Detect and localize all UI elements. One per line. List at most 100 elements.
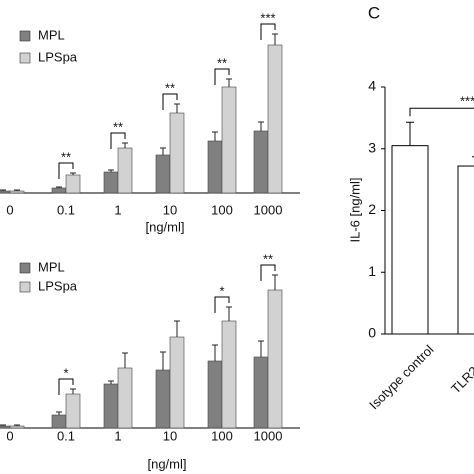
- error-bar: [0, 189, 6, 191]
- error-bar: [258, 121, 264, 131]
- y-tick-label: 3: [368, 139, 376, 155]
- error-bar: [272, 274, 278, 290]
- significance-label: **: [113, 119, 123, 134]
- bar: [9, 425, 25, 429]
- bar: [457, 165, 474, 335]
- bar: [103, 171, 119, 194]
- significance-label: *: [63, 365, 68, 380]
- error-bar: [406, 121, 414, 146]
- significance-bracket: [58, 162, 74, 179]
- x-tick-label: TLR2 mAb: [448, 342, 474, 397]
- error-bar: [212, 131, 218, 141]
- x-tick-label: 1: [114, 428, 121, 443]
- bar: [267, 289, 283, 429]
- significance-label: **: [217, 55, 227, 70]
- y-tick-label: 0: [368, 325, 376, 341]
- error-bar: [14, 189, 20, 191]
- y-tick-label: 2: [368, 201, 376, 217]
- bar: [221, 86, 237, 194]
- x-tick-label: 10: [163, 428, 177, 443]
- significance-bracket: [110, 132, 126, 149]
- x-tick-label: 0: [6, 428, 13, 443]
- y-axis-title: IL-6 [ng/ml]: [347, 177, 362, 242]
- significance-bracket: [409, 107, 474, 117]
- significance-label: **: [165, 80, 175, 95]
- error-bar: [226, 78, 232, 87]
- error-bar: [70, 172, 76, 175]
- x-axis-title: [ng/ml]: [147, 456, 186, 471]
- error-bar: [14, 424, 20, 426]
- legend-swatch: [19, 30, 31, 42]
- bar: [103, 383, 119, 429]
- error-bar: [226, 306, 232, 321]
- x-tick-label: 1000: [254, 202, 283, 217]
- bar: [155, 369, 171, 429]
- error-bar: [174, 320, 180, 337]
- panel-label: C: [368, 3, 380, 22]
- bar: [391, 145, 429, 335]
- significance-bracket: [260, 23, 276, 40]
- x-tick-label: 0.1: [57, 202, 75, 217]
- x-tick-label: 100: [211, 428, 233, 443]
- x-tick-label: Isotype control: [366, 342, 436, 412]
- legend-swatch: [19, 262, 31, 274]
- legend-label: LPSpa: [38, 278, 78, 293]
- x-tick-label: 100: [211, 202, 233, 217]
- error-bar: [122, 352, 128, 368]
- error-bar: [258, 340, 264, 357]
- error-bar: [160, 147, 166, 155]
- bar: [0, 425, 11, 429]
- bar: [155, 154, 171, 194]
- y-tick-label: 1: [368, 263, 376, 279]
- significance-bracket: [214, 296, 230, 313]
- error-bar: [56, 186, 62, 188]
- error-bar: [108, 169, 114, 172]
- significance-label: ***: [260, 10, 275, 25]
- significance-label: *: [219, 283, 224, 298]
- bar: [221, 320, 237, 429]
- significance-bracket: [162, 93, 178, 110]
- x-tick-label: 10: [163, 202, 177, 217]
- bar: [65, 174, 81, 194]
- x-axis-title: [ng/ml]: [145, 219, 184, 234]
- bar: [0, 190, 11, 194]
- significance-label: **: [61, 149, 71, 164]
- legend-label: LPSpa: [38, 49, 78, 64]
- bar: [253, 356, 269, 429]
- x-tick-label: 0.1: [57, 428, 75, 443]
- significance-bracket: [260, 264, 276, 281]
- bar: [51, 187, 67, 194]
- bar: [207, 360, 223, 429]
- error-bar: [122, 142, 128, 148]
- y-tick-label: 4: [368, 78, 376, 94]
- legend-swatch: [19, 52, 31, 64]
- error-bar: [56, 411, 62, 415]
- significance-label: ***: [460, 94, 474, 109]
- error-bar: [160, 351, 166, 370]
- bar: [117, 367, 133, 429]
- error-bar: [174, 103, 180, 113]
- legend-label: MPL: [38, 27, 65, 42]
- bar: [65, 393, 81, 429]
- bar: [9, 190, 25, 194]
- significance-bracket: [214, 68, 230, 85]
- bar: [117, 147, 133, 194]
- error-bar: [70, 388, 76, 394]
- error-bar: [272, 33, 278, 45]
- error-bar: [472, 156, 474, 158]
- bar: [253, 130, 269, 194]
- legend-swatch: [19, 281, 31, 293]
- error-bar: [212, 344, 218, 361]
- bar: [51, 414, 67, 429]
- significance-bracket: [58, 378, 74, 395]
- bar: [267, 44, 283, 194]
- legend-label: MPL: [38, 259, 65, 274]
- significance-label: **: [263, 251, 273, 266]
- bar: [169, 336, 185, 429]
- x-tick-label: 1000: [254, 428, 283, 443]
- x-tick-label: 1: [114, 202, 121, 217]
- bar: [169, 112, 185, 194]
- error-bar: [108, 380, 114, 384]
- x-tick-label: 0: [6, 202, 13, 217]
